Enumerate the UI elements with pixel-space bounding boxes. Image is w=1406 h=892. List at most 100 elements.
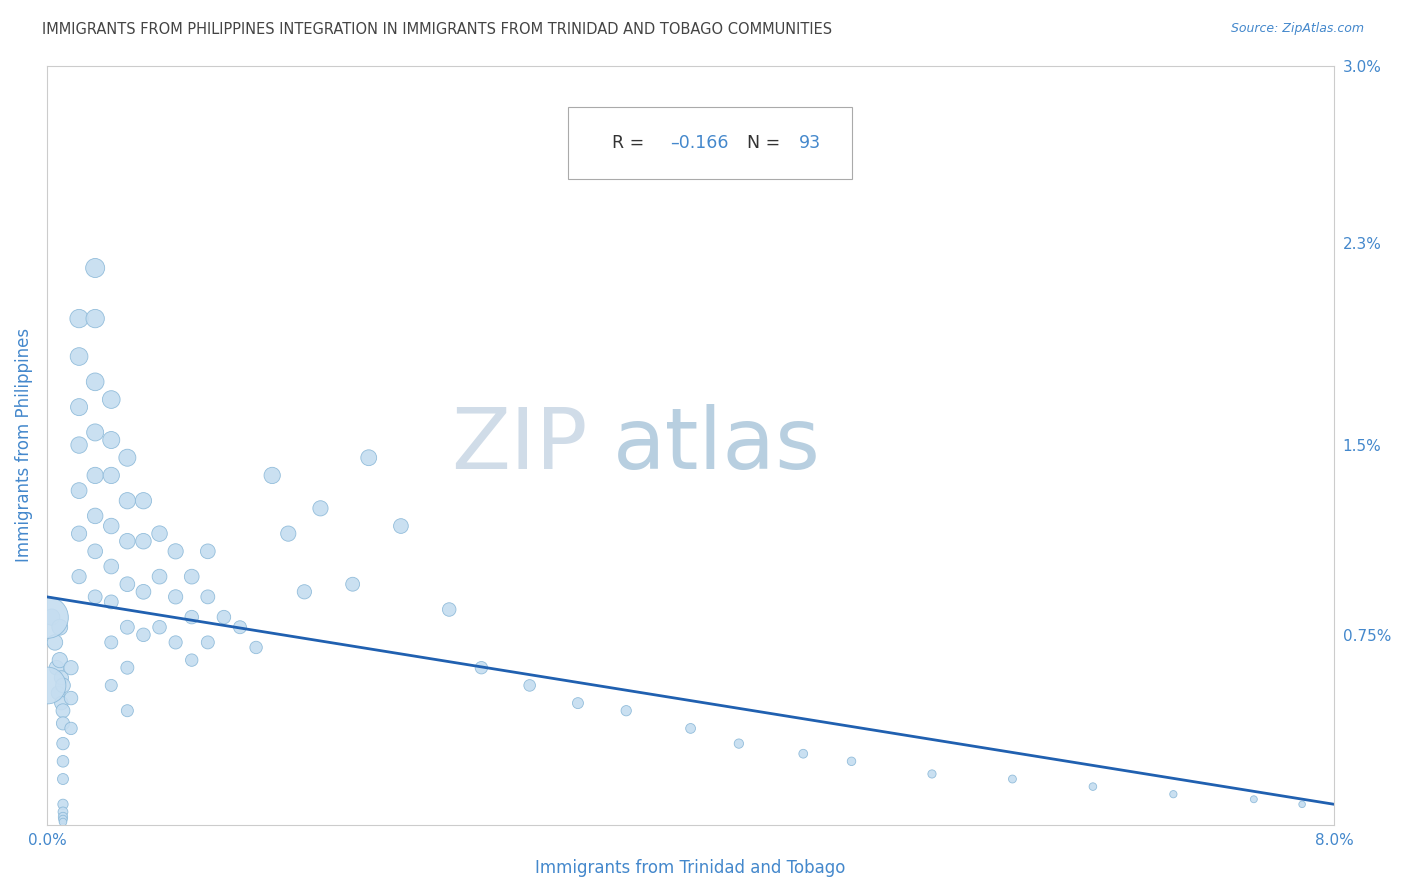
Point bbox=[262, 468, 284, 483]
Point bbox=[132, 628, 155, 642]
Point bbox=[52, 810, 75, 824]
Point bbox=[52, 678, 75, 692]
Point bbox=[792, 747, 814, 761]
Point bbox=[519, 678, 541, 692]
Point bbox=[60, 722, 83, 736]
Point bbox=[470, 661, 492, 675]
Point bbox=[100, 433, 122, 447]
Point bbox=[1001, 772, 1024, 786]
Point bbox=[67, 569, 90, 583]
Point bbox=[84, 311, 107, 326]
Point bbox=[100, 595, 122, 609]
Point bbox=[84, 375, 107, 389]
Point bbox=[180, 569, 202, 583]
Point bbox=[52, 754, 75, 768]
Point bbox=[212, 610, 235, 624]
Point bbox=[52, 805, 75, 819]
Text: Source: ZipAtlas.com: Source: ZipAtlas.com bbox=[1230, 22, 1364, 36]
Point bbox=[67, 311, 90, 326]
Point bbox=[117, 493, 139, 508]
Point bbox=[117, 620, 139, 634]
Point bbox=[132, 534, 155, 549]
Point bbox=[67, 438, 90, 452]
Point bbox=[229, 620, 252, 634]
Point bbox=[309, 501, 332, 516]
Point bbox=[84, 544, 107, 558]
Point bbox=[52, 813, 75, 827]
Point bbox=[52, 704, 75, 718]
Point bbox=[51, 671, 73, 685]
Point bbox=[35, 610, 58, 624]
Point bbox=[292, 584, 315, 599]
Point bbox=[117, 704, 139, 718]
Point bbox=[41, 610, 63, 624]
Point bbox=[67, 400, 90, 414]
Point bbox=[100, 519, 122, 533]
Point bbox=[67, 350, 90, 364]
Point bbox=[35, 678, 58, 692]
Text: IMMIGRANTS FROM PHILIPPINES INTEGRATION IN IMMIGRANTS FROM TRINIDAD AND TOBAGO C: IMMIGRANTS FROM PHILIPPINES INTEGRATION … bbox=[42, 22, 832, 37]
Point bbox=[100, 392, 122, 407]
Point bbox=[84, 590, 107, 604]
Point bbox=[437, 602, 460, 616]
Point bbox=[51, 696, 73, 710]
Point bbox=[148, 620, 170, 634]
Text: N =: N = bbox=[747, 135, 786, 153]
Point bbox=[357, 450, 380, 465]
Point bbox=[1081, 780, 1104, 794]
Point bbox=[52, 797, 75, 812]
Point bbox=[165, 590, 187, 604]
Point bbox=[614, 704, 637, 718]
Point bbox=[148, 526, 170, 541]
Point bbox=[197, 635, 219, 649]
Point bbox=[100, 468, 122, 483]
Point bbox=[117, 577, 139, 591]
Text: 93: 93 bbox=[799, 135, 821, 153]
Point bbox=[52, 737, 75, 751]
Point bbox=[84, 508, 107, 523]
Point bbox=[45, 661, 67, 675]
Point bbox=[60, 691, 83, 706]
Point bbox=[277, 526, 299, 541]
Point bbox=[117, 661, 139, 675]
Point bbox=[52, 772, 75, 786]
Point bbox=[52, 716, 75, 731]
Point bbox=[728, 737, 751, 751]
Text: R =: R = bbox=[612, 135, 650, 153]
Point bbox=[49, 653, 72, 667]
FancyBboxPatch shape bbox=[568, 107, 852, 179]
Point bbox=[841, 754, 863, 768]
Point bbox=[1243, 792, 1265, 806]
Point bbox=[1163, 787, 1185, 801]
Point bbox=[84, 260, 107, 275]
Point bbox=[342, 577, 364, 591]
Point bbox=[44, 635, 66, 649]
Point bbox=[84, 468, 107, 483]
Point bbox=[180, 610, 202, 624]
Point bbox=[197, 544, 219, 558]
Point bbox=[49, 620, 72, 634]
Point bbox=[165, 635, 187, 649]
Point bbox=[165, 544, 187, 558]
Point bbox=[679, 722, 702, 736]
Text: ZIP: ZIP bbox=[451, 403, 588, 486]
Point bbox=[67, 526, 90, 541]
Point bbox=[132, 493, 155, 508]
Point bbox=[100, 559, 122, 574]
Point bbox=[389, 519, 412, 533]
Point bbox=[117, 534, 139, 549]
Point bbox=[60, 661, 83, 675]
Point bbox=[245, 640, 267, 655]
Point bbox=[567, 696, 589, 710]
Point bbox=[100, 678, 122, 692]
Point bbox=[46, 686, 69, 700]
Point bbox=[52, 815, 75, 830]
Y-axis label: Immigrants from Philippines: Immigrants from Philippines bbox=[15, 328, 32, 562]
Point bbox=[921, 767, 943, 781]
Point bbox=[100, 635, 122, 649]
Point bbox=[1291, 797, 1313, 812]
Point bbox=[180, 653, 202, 667]
Point bbox=[197, 590, 219, 604]
Text: atlas: atlas bbox=[613, 403, 821, 486]
Point bbox=[148, 569, 170, 583]
